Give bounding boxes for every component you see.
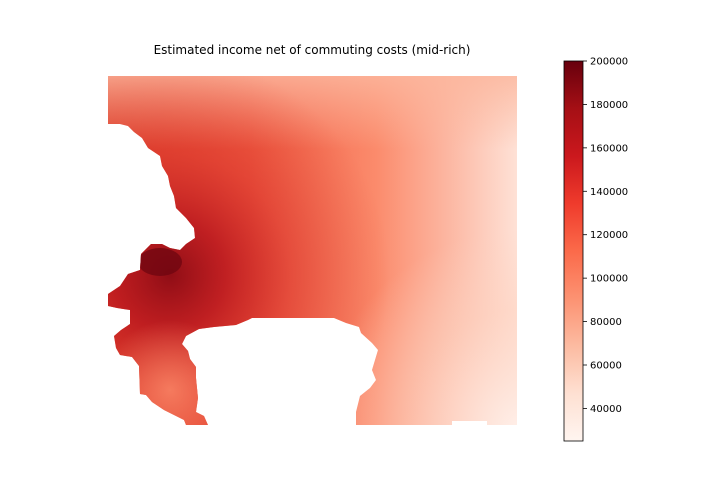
colorbar-tick-label: 140000	[590, 187, 628, 198]
colorbar-tick-label: 60000	[590, 361, 622, 372]
colorbar-gradient	[563, 60, 584, 442]
colorbar-tick-label: 80000	[590, 317, 622, 328]
chart-title: Estimated income net of commuting costs …	[154, 43, 471, 57]
heatmap-map	[108, 76, 517, 425]
map-peak-spot	[138, 248, 182, 276]
colorbar-tick-label: 100000	[590, 274, 628, 285]
colorbar-tick-label: 200000	[590, 57, 628, 68]
colorbar-tick-label: 120000	[590, 230, 628, 241]
colorbar: 200000 180000 160000 140000 120000 100000 8000…	[563, 57, 628, 442]
colorbar-tick-label: 160000	[590, 143, 628, 154]
colorbar-tick-label: 180000	[590, 100, 628, 111]
colorbar-ticks: 200000 180000 160000 140000 120000 100000 8000…	[583, 57, 628, 415]
colorbar-tick-label: 40000	[590, 404, 622, 415]
